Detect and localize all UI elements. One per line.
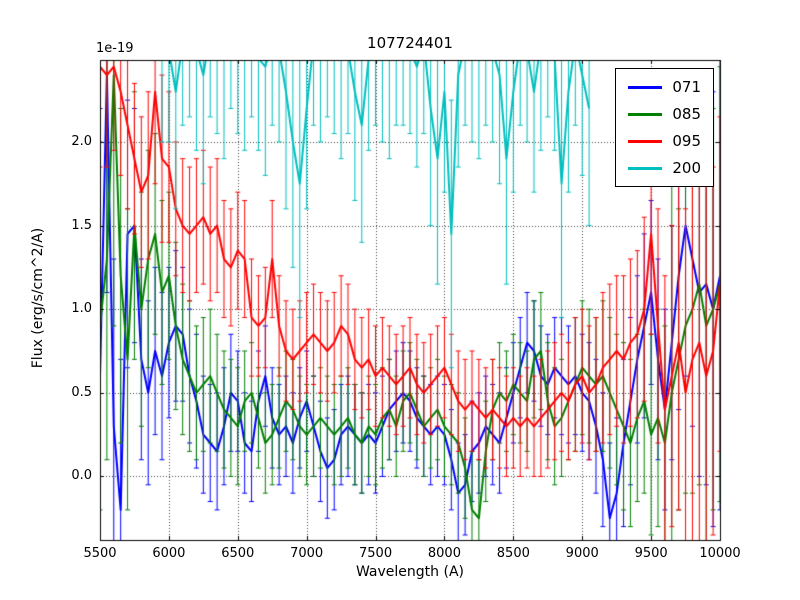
chart-title: 107724401 bbox=[367, 34, 453, 52]
legend-item: 085 bbox=[628, 105, 701, 123]
x-tick-label: 9500 bbox=[634, 546, 668, 561]
y-tick-label: 0.0 bbox=[71, 468, 92, 484]
legend-item: 200 bbox=[628, 159, 701, 177]
x-tick-label: 6000 bbox=[152, 546, 186, 561]
x-tick-label: 10000 bbox=[699, 546, 741, 561]
legend-label-071: 071 bbox=[672, 78, 701, 96]
x-axis-label: Wavelength (A) bbox=[355, 564, 464, 580]
y-tick-label: 1.0 bbox=[71, 301, 92, 317]
legend-item: 095 bbox=[628, 132, 701, 150]
y-tick-label: 2.0 bbox=[71, 133, 92, 149]
legend-label-095: 095 bbox=[672, 132, 701, 150]
legend: 071 085 095 200 bbox=[615, 68, 714, 187]
y-tick-label: 0.5 bbox=[71, 384, 92, 400]
legend-label-200: 200 bbox=[672, 159, 701, 177]
x-tick-label: 9000 bbox=[565, 546, 599, 561]
legend-line-200 bbox=[628, 166, 663, 170]
y-tick-label: 1.5 bbox=[71, 217, 92, 233]
legend-label-085: 085 bbox=[672, 105, 701, 123]
x-tick-label: 6500 bbox=[221, 546, 255, 561]
y-axis-label: Flux (erg/s/cm^2/A) bbox=[30, 227, 46, 369]
x-tick-label: 5500 bbox=[83, 546, 117, 561]
legend-line-095 bbox=[628, 139, 663, 143]
legend-line-071 bbox=[628, 85, 663, 89]
x-tick-label: 8500 bbox=[496, 546, 530, 561]
legend-line-085 bbox=[628, 112, 663, 116]
legend-item: 071 bbox=[628, 78, 701, 96]
x-tick-label: 7000 bbox=[290, 546, 324, 561]
y-axis-offset-label: 1e-19 bbox=[96, 41, 134, 56]
x-tick-label: 7500 bbox=[359, 546, 393, 561]
x-tick-label: 8000 bbox=[427, 546, 461, 561]
